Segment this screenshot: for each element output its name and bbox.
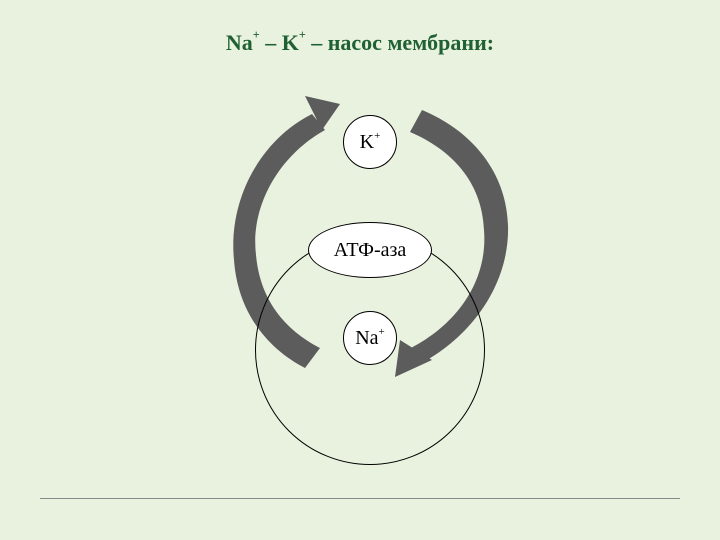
title-k: K [282, 30, 299, 55]
k-ion-circle: K+ [343, 115, 397, 169]
pump-diagram: АТФ-аза K+ Na+ [200, 90, 540, 490]
title-k-plus: + [299, 28, 306, 42]
page: Na+ – K+ – насос мембрани: АТФ-аза K+ Na… [0, 0, 720, 540]
na-ion-circle: Na+ [343, 311, 397, 365]
footer-divider [40, 498, 680, 499]
atp-ase-label: АТФ-аза [334, 239, 407, 262]
page-title: Na+ – K+ – насос мембрани: [0, 30, 720, 56]
na-ion-sup: + [379, 326, 385, 338]
k-ion-sup: + [374, 130, 380, 142]
title-dash1: – [260, 30, 282, 55]
k-ion-label: K+ [360, 131, 381, 154]
title-dash2: – [306, 30, 328, 55]
na-ion-base: Na [355, 327, 378, 349]
atp-ase-ellipse: АТФ-аза [308, 222, 432, 278]
na-ion-label: Na+ [355, 327, 385, 350]
title-rest: насос мембрани: [328, 30, 494, 55]
title-na: Na [226, 30, 253, 55]
title-na-plus: + [253, 28, 260, 42]
k-ion-base: K [360, 131, 374, 153]
